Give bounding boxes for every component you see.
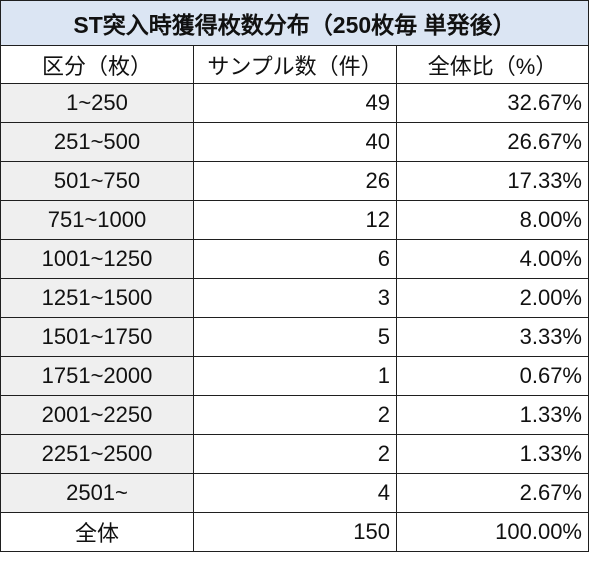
sample-count-cell[interactable]: 2 [193, 434, 397, 474]
table-row: 2501~ 4 2.67% [0, 473, 589, 513]
table-row: 251~500 40 26.67% [0, 122, 589, 162]
ratio-cell[interactable]: 1.33% [396, 434, 589, 474]
table-title[interactable]: ST突入時獲得枚数分布（250枚毎 単発後） [0, 0, 589, 46]
sample-count-cell[interactable]: 2 [193, 395, 397, 435]
sample-count-cell[interactable]: 4 [193, 473, 397, 513]
distribution-table: ST突入時獲得枚数分布（250枚毎 単発後） 区分（枚） サンプル数（件） 全体… [0, 0, 589, 552]
ratio-cell[interactable]: 2.67% [396, 473, 589, 513]
range-cell[interactable]: 1751~2000 [0, 356, 194, 396]
table-row: 2001~2250 2 1.33% [0, 395, 589, 435]
range-cell[interactable]: 1001~1250 [0, 239, 194, 279]
range-cell[interactable]: 1501~1750 [0, 317, 194, 357]
sample-count-cell[interactable]: 26 [193, 161, 397, 201]
ratio-cell[interactable]: 26.67% [396, 122, 589, 162]
ratio-cell[interactable]: 100.00% [396, 512, 589, 552]
range-cell[interactable]: 全体 [0, 512, 194, 552]
table-row: 2251~2500 2 1.33% [0, 434, 589, 474]
sample-count-cell[interactable]: 40 [193, 122, 397, 162]
table-row: 1251~1500 3 2.00% [0, 278, 589, 318]
ratio-cell[interactable]: 4.00% [396, 239, 589, 279]
ratio-cell[interactable]: 17.33% [396, 161, 589, 201]
range-cell[interactable]: 2251~2500 [0, 434, 194, 474]
table-row: 1751~2000 1 0.67% [0, 356, 589, 396]
sample-count-cell[interactable]: 49 [193, 83, 397, 123]
table-row: 1~250 49 32.67% [0, 83, 589, 123]
range-cell[interactable]: 1~250 [0, 83, 194, 123]
range-cell[interactable]: 2501~ [0, 473, 194, 513]
ratio-cell[interactable]: 0.67% [396, 356, 589, 396]
sample-count-cell[interactable]: 1 [193, 356, 397, 396]
range-cell[interactable]: 2001~2250 [0, 395, 194, 435]
ratio-cell[interactable]: 32.67% [396, 83, 589, 123]
table-row: 1001~1250 6 4.00% [0, 239, 589, 279]
table-row: 1501~1750 5 3.33% [0, 317, 589, 357]
total-row: 全体 150 100.00% [0, 512, 589, 552]
title-row: ST突入時獲得枚数分布（250枚毎 単発後） [0, 0, 589, 46]
table-row: 501~750 26 17.33% [0, 161, 589, 201]
header-range[interactable]: 区分（枚） [0, 45, 194, 84]
header-row: 区分（枚） サンプル数（件） 全体比（%） [0, 45, 589, 84]
header-ratio[interactable]: 全体比（%） [396, 45, 589, 84]
ratio-cell[interactable]: 2.00% [396, 278, 589, 318]
sample-count-cell[interactable]: 150 [193, 512, 397, 552]
ratio-cell[interactable]: 3.33% [396, 317, 589, 357]
ratio-cell[interactable]: 8.00% [396, 200, 589, 240]
table-row: 751~1000 12 8.00% [0, 200, 589, 240]
header-sample-count[interactable]: サンプル数（件） [193, 45, 397, 84]
range-cell[interactable]: 251~500 [0, 122, 194, 162]
range-cell[interactable]: 501~750 [0, 161, 194, 201]
sample-count-cell[interactable]: 5 [193, 317, 397, 357]
sample-count-cell[interactable]: 3 [193, 278, 397, 318]
range-cell[interactable]: 751~1000 [0, 200, 194, 240]
sample-count-cell[interactable]: 6 [193, 239, 397, 279]
range-cell[interactable]: 1251~1500 [0, 278, 194, 318]
ratio-cell[interactable]: 1.33% [396, 395, 589, 435]
sample-count-cell[interactable]: 12 [193, 200, 397, 240]
